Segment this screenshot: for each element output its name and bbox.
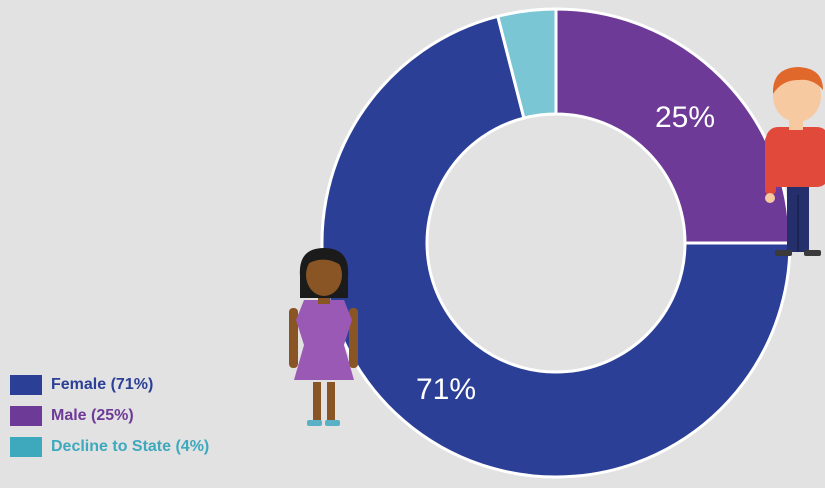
legend-swatch-female: [10, 375, 42, 395]
slice-female: [320, 14, 792, 479]
slice-decline: [495, 7, 558, 120]
legend-label-male: Male (25%): [51, 407, 134, 424]
legend-label-decline: Decline to State (4%): [51, 438, 210, 455]
donut-data-labels: 25% 71%: [416, 101, 715, 406]
legend-label-female: Female (71%): [51, 376, 154, 393]
legend-swatch-decline: [10, 437, 42, 457]
data-label-female: 71%: [416, 373, 476, 406]
legend-swatch-male: [10, 406, 42, 426]
data-label-male: 25%: [655, 101, 715, 134]
legend-item-decline: Decline to State (4%): [10, 437, 209, 457]
female-figure-icon: [289, 248, 358, 426]
legend-item-female: Female (71%): [10, 375, 209, 395]
donut-slices: [320, 7, 792, 479]
chart-legend: Female (71%) Male (25%) Decline to State…: [10, 375, 209, 468]
male-figure-icon: [765, 67, 825, 256]
legend-item-male: Male (25%): [10, 406, 209, 426]
